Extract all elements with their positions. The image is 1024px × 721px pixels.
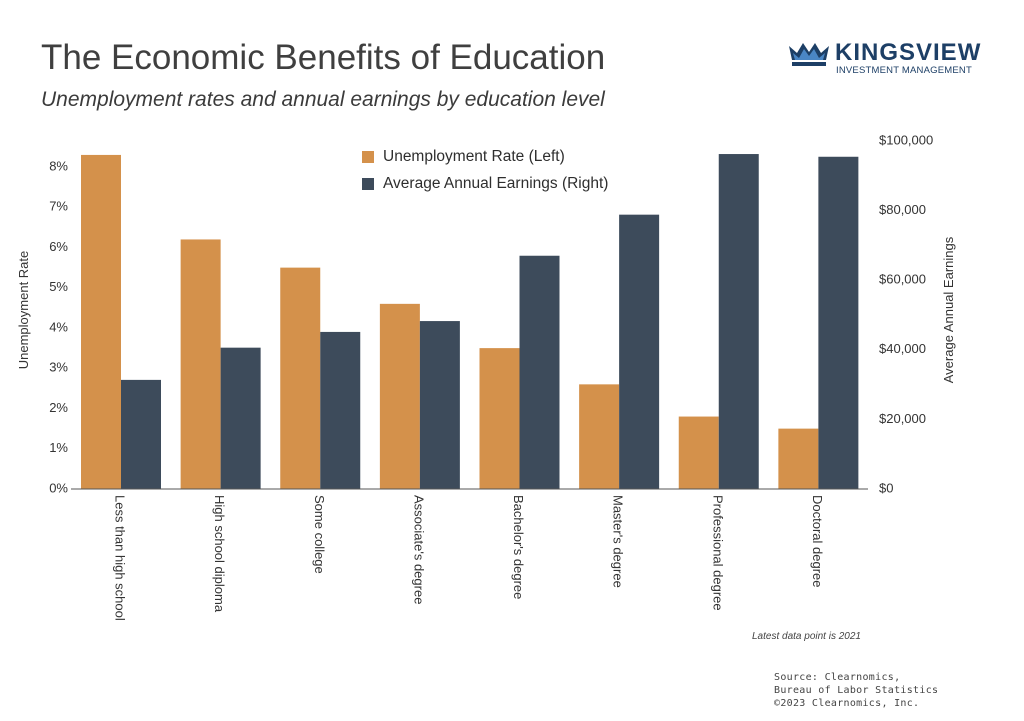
crown-icon [789,43,829,66]
x-tick-label: Associate's degree [411,495,426,604]
chart-title: The Economic Benefits of Education [41,38,606,77]
source-line: ©2023 Clearnomics, Inc. [774,698,920,709]
logo-wordmark: KINGSVIEW [835,39,982,66]
x-tick-label: Some college [312,495,327,574]
earnings-bar [619,214,660,489]
y-right-tick-label: $0 [879,480,893,495]
y-right-axis-title: Average Annual Earnings [941,236,956,383]
y-right-tick-label: $20,000 [879,411,926,426]
x-tick-label: High school diploma [212,495,227,613]
y-left-tick-label: 5% [49,279,68,294]
y-left-tick-label: 7% [49,199,68,214]
earnings-bar [818,156,859,489]
legend-swatch [362,151,374,163]
unemployment-bar [379,303,420,489]
earnings-bar [419,321,460,489]
y-left-tick-label: 0% [49,480,68,495]
unemployment-bar [579,384,620,489]
source-line: Source: Clearnomics, [774,672,901,683]
earnings-bar [220,347,261,489]
x-tick-label: Bachelor's degree [511,495,526,599]
unemployment-bar [280,267,321,489]
y-left-tick-label: 6% [49,239,68,254]
source-note: Source: Clearnomics, Bureau of Labor Sta… [774,671,938,710]
y-right-tick-label: $80,000 [879,202,926,217]
legend-label: Unemployment Rate (Left) [383,148,565,165]
y-right-tick-label: $100,000 [879,132,933,147]
y-left-tick-label: 8% [49,158,68,173]
kingsview-logo: KINGSVIEW INVESTMENT MANAGEMENT [787,38,987,78]
data-note: Latest data point is 2021 [752,631,861,642]
chart-subtitle: Unemployment rates and annual earnings b… [41,88,605,111]
x-tick-label: Doctoral degree [810,495,825,588]
earnings-bar [718,154,759,490]
earnings-bar [121,379,161,489]
y-left-tick-label: 1% [49,440,68,455]
x-tick-label: Master's degree [611,495,626,588]
earnings-bar [320,331,361,489]
y-left-axis-title: Unemployment Rate [16,251,31,370]
unemployment-bar [180,239,221,489]
earnings-bar [519,255,560,489]
y-left-tick-label: 4% [49,319,68,334]
x-tick-label: Professional degree [710,495,725,611]
unemployment-bar [778,428,819,489]
logo-tagline: INVESTMENT MANAGEMENT [836,65,972,76]
legend-label: Average Annual Earnings (Right) [383,175,608,192]
unemployment-bar [479,348,520,489]
legend-swatch [362,178,374,190]
unemployment-bar [678,416,719,489]
y-left-tick-label: 2% [49,400,68,415]
x-tick-label: Less than high school [113,495,128,621]
unemployment-bar [81,154,121,490]
y-left-tick-label: 3% [49,360,68,375]
y-right-tick-label: $60,000 [879,272,926,287]
y-right-tick-label: $40,000 [879,341,926,356]
source-line: Bureau of Labor Statistics [774,685,939,696]
combo-bar-chart: Less than high school High school diploma… [16,132,956,621]
